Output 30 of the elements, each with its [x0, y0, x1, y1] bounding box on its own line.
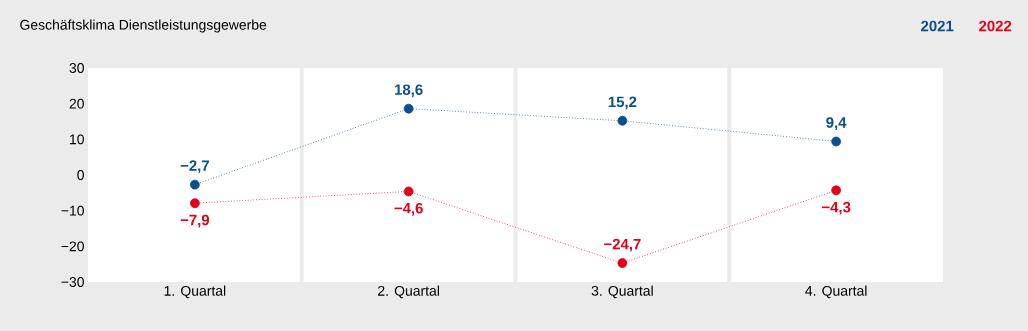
point: [190, 198, 200, 209]
x-tick-label: 1. Quartal: [164, 285, 226, 299]
point: [190, 179, 200, 190]
data-label: 18,6: [395, 84, 423, 98]
y-tick-label: 0: [77, 170, 84, 180]
point: [831, 136, 842, 147]
data-label: −7,9: [180, 214, 210, 228]
y-tick-label: 30: [69, 63, 84, 73]
data-label: −4,6: [394, 202, 423, 216]
point: [403, 103, 414, 114]
data-label: 9,4: [826, 117, 847, 130]
point: [403, 186, 414, 197]
y-tick-label: −10: [61, 205, 84, 216]
x-tick-label: 2. Quartal: [378, 285, 439, 299]
data-label: 15,2: [608, 96, 637, 110]
text: 2022: [979, 20, 1012, 32]
x-tick-label: 3. Quartal: [591, 285, 653, 299]
y-tick-label: 10: [70, 134, 84, 145]
point: [617, 115, 628, 126]
y-tick-label: −20: [61, 241, 84, 252]
point: [831, 185, 842, 196]
text: 2021: [921, 20, 954, 32]
y-tick-label: −30: [61, 277, 84, 287]
data-label: −2,7: [180, 160, 209, 174]
data-label: −24,7: [604, 238, 641, 252]
y-tick-label: 20: [69, 98, 84, 109]
chart-title: Geschäftsklima Dienstleistungsgewerbe: [20, 19, 267, 33]
x-tick-label: 4. Quartal: [805, 285, 867, 299]
data-label: −4,3: [822, 201, 851, 215]
point: [617, 258, 628, 268]
